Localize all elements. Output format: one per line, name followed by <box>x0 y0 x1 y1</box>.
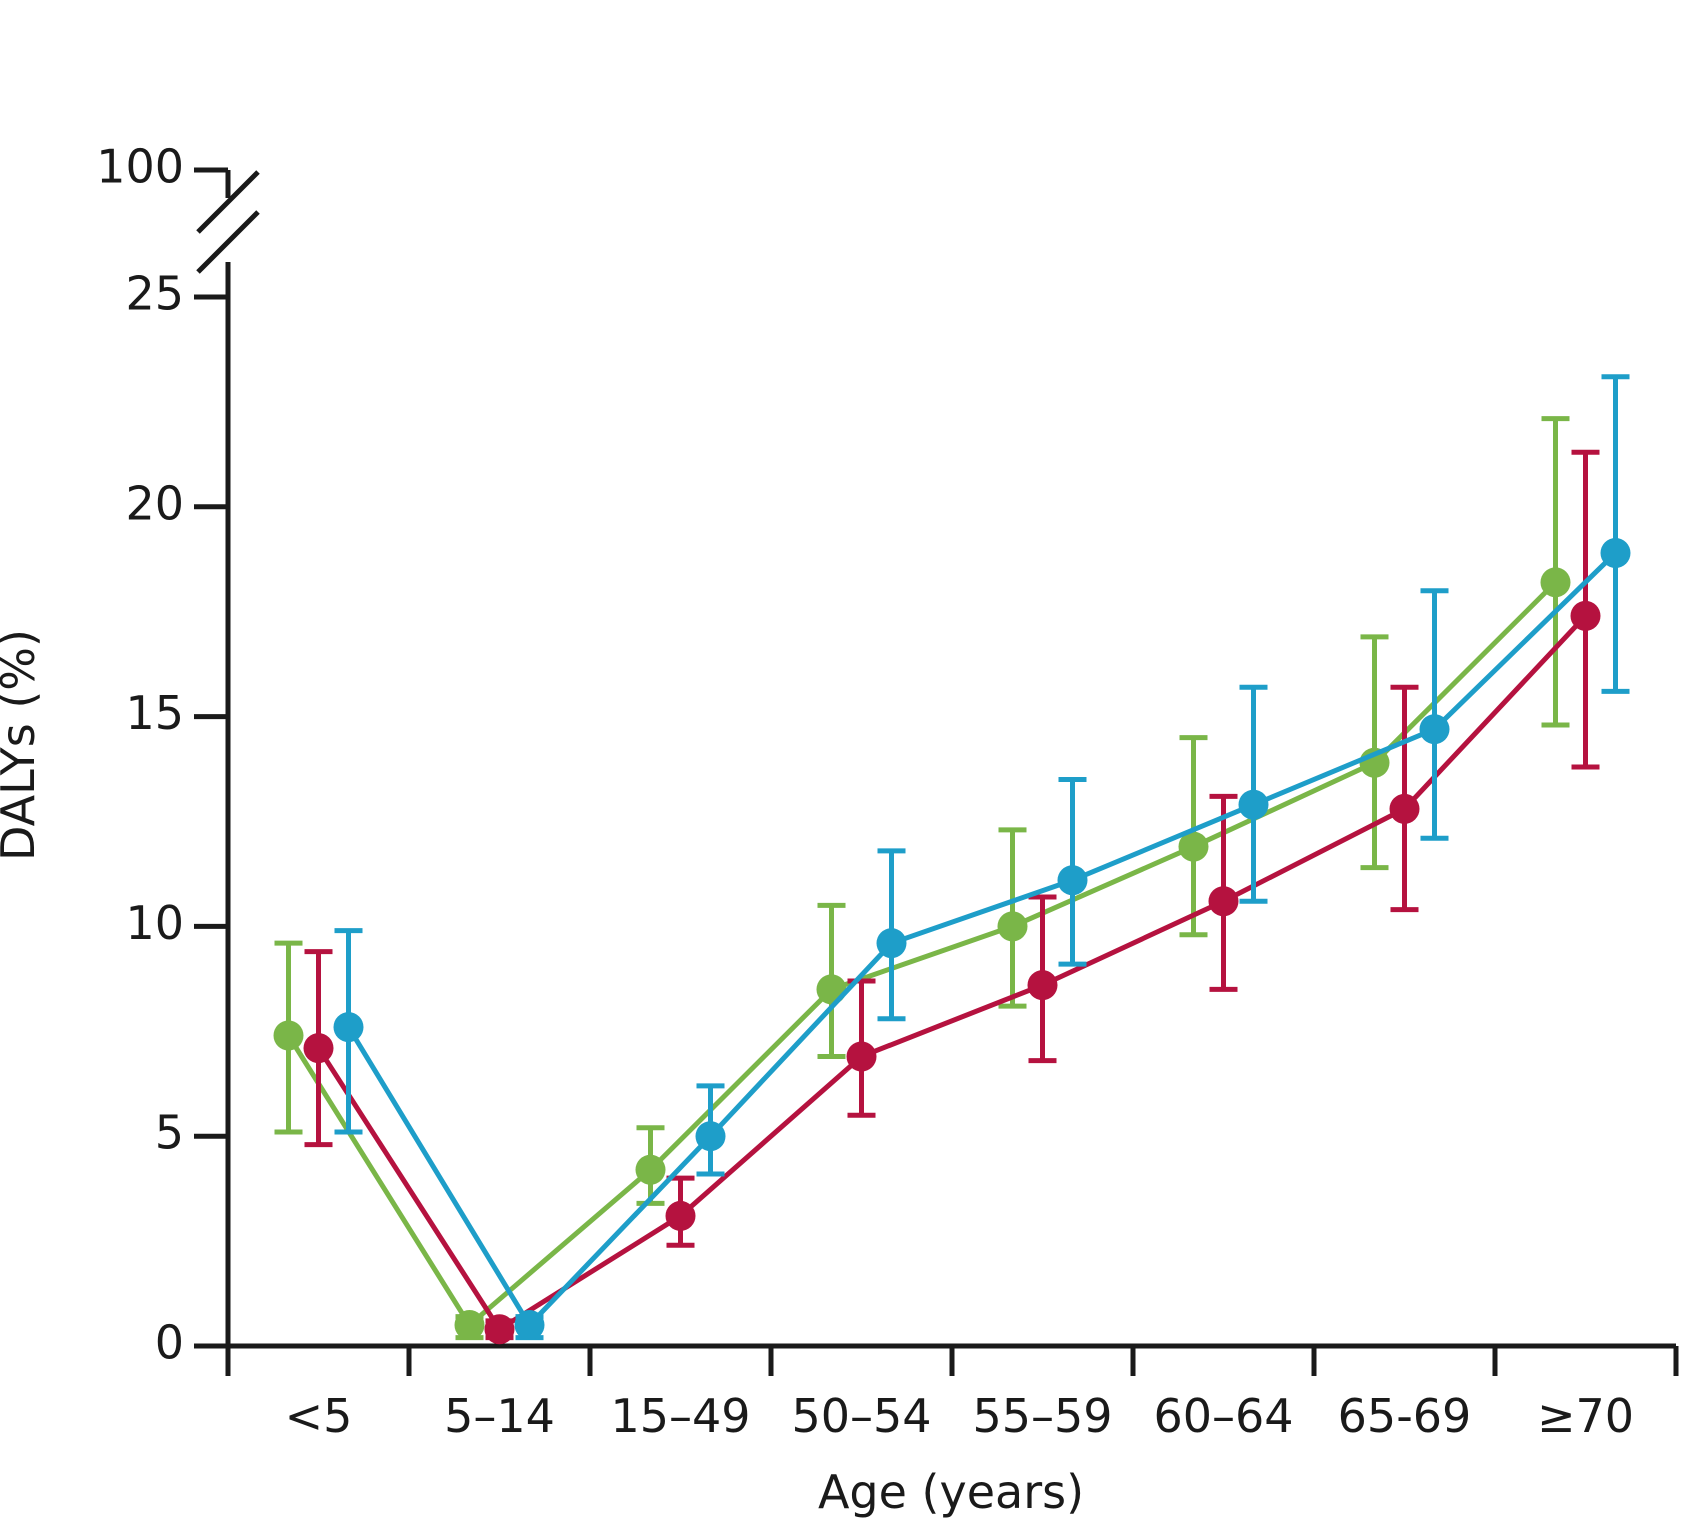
series-0 <box>273 416 1571 1341</box>
point-series-2-5 <box>1238 789 1269 820</box>
series-2 <box>333 374 1631 1341</box>
series-layer <box>273 374 1631 1345</box>
y-tick-label-0: 0 <box>155 1316 184 1370</box>
point-series-1-4 <box>1027 970 1058 1001</box>
axes: 100 <box>96 140 1676 1349</box>
series-line-1 <box>316 614 1588 1332</box>
axis-break-mark-upper <box>196 170 260 234</box>
series-line-0 <box>286 580 1558 1328</box>
x-tick-label-1: 5–14 <box>444 1389 555 1443</box>
y-tick-label-15: 15 <box>125 686 184 740</box>
x-tick-label-3: 50–54 <box>791 1389 931 1443</box>
point-series-1-2 <box>665 1200 696 1231</box>
x-tick-label-0: <5 <box>285 1389 353 1443</box>
y-tick-label-5: 5 <box>155 1106 184 1160</box>
point-series-2-1 <box>514 1310 545 1341</box>
y-tick-label-25: 25 <box>125 267 184 321</box>
point-series-2-4 <box>1057 865 1088 896</box>
point-series-2-2 <box>695 1121 726 1152</box>
x-ticks: <5 5–14 15–49 50–54 55–59 60–64 65-69 ≥70 <box>225 1346 1679 1443</box>
point-series-1-0 <box>303 1033 334 1064</box>
point-series-2-6 <box>1419 714 1450 745</box>
point-series-0-3 <box>816 974 847 1005</box>
point-series-0-4 <box>997 911 1028 942</box>
point-series-0-1 <box>454 1310 485 1341</box>
x-axis-title: Age (years) <box>818 1465 1084 1519</box>
axis-break-mark-lower <box>196 210 260 274</box>
x-tick-label-5: 60–64 <box>1153 1389 1293 1443</box>
y-tick-label-20: 20 <box>125 476 184 530</box>
y-tick-label-10: 10 <box>125 896 184 950</box>
y-axis-title: DALYs (%) <box>0 629 45 861</box>
point-series-2-0 <box>333 1012 364 1043</box>
point-series-0-5 <box>1178 831 1209 862</box>
x-tick-label-2: 15–49 <box>610 1389 750 1443</box>
point-series-1-1 <box>484 1314 515 1345</box>
point-series-0-7 <box>1540 567 1571 598</box>
y-ticks: 0 5 10 15 20 25 <box>125 267 228 1370</box>
point-series-1-7 <box>1570 600 1601 631</box>
point-series-1-3 <box>846 1041 877 1072</box>
x-tick-label-6: 65-69 <box>1338 1389 1472 1443</box>
y-tick-label-100: 100 <box>96 140 184 194</box>
series-1 <box>303 449 1601 1345</box>
point-series-2-7 <box>1600 537 1631 568</box>
x-tick-label-4: 55–59 <box>972 1389 1112 1443</box>
point-series-2-3 <box>876 928 907 959</box>
point-series-0-2 <box>635 1154 666 1185</box>
point-series-0-0 <box>273 1020 304 1051</box>
x-tick-label-7: ≥70 <box>1537 1389 1634 1443</box>
point-series-1-5 <box>1208 886 1239 917</box>
series-line-2 <box>346 551 1618 1328</box>
point-series-1-6 <box>1389 793 1420 824</box>
